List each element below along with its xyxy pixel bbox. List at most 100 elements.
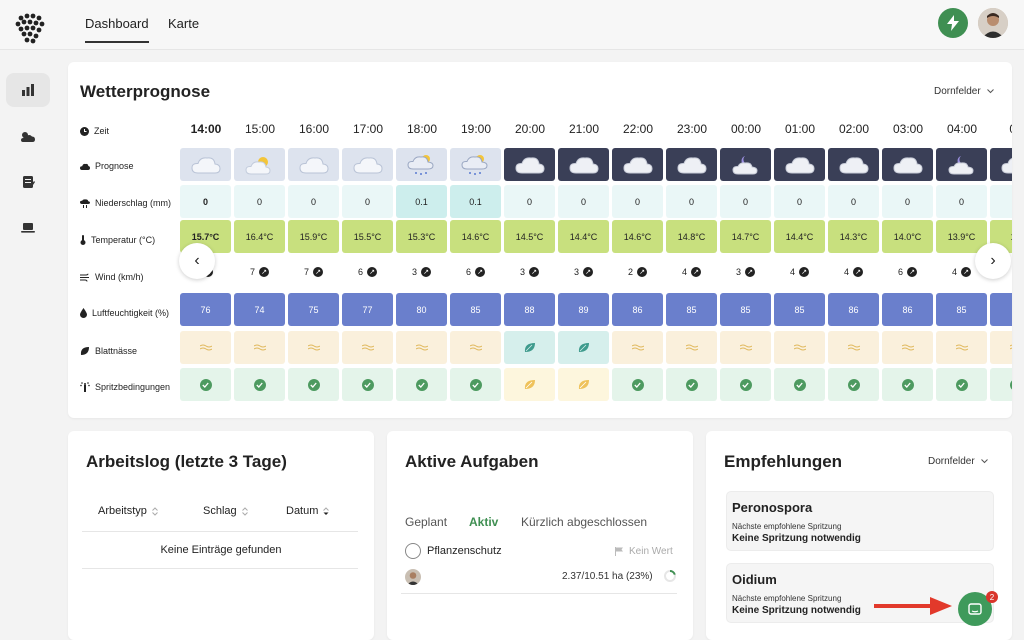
bolt-button[interactable] (938, 8, 968, 38)
temperature-cell: 15.3°C (396, 220, 447, 253)
user-avatar[interactable] (978, 8, 1008, 38)
dry-leaf-icon (685, 344, 698, 350)
row-label-leaf: Blattnässe (80, 346, 137, 356)
spray-condition-cell (774, 368, 825, 401)
recs-vineyard-select[interactable]: Dornfelder (928, 456, 988, 467)
task-checkbox[interactable] (405, 543, 421, 559)
table-divider (82, 568, 358, 569)
temperature-cell: 16.4°C (234, 220, 285, 253)
task-assignee-avatar (405, 569, 421, 585)
dry-leaf-icon (307, 344, 320, 350)
rain-cloud-icon (460, 154, 488, 175)
night-cloud-icon (676, 156, 707, 173)
temperature-cell: 14.3°C (828, 220, 879, 253)
rec-name: Oidium (732, 572, 777, 587)
spray-condition-cell (234, 368, 285, 401)
wind-direction-icon: ↗ (529, 266, 539, 277)
spray-condition-cell (666, 368, 717, 401)
scroll-right-button[interactable]: › (975, 243, 1011, 279)
check-icon (1009, 378, 1012, 391)
sidebar-item-worklog[interactable] (6, 165, 50, 199)
tab-dashboard[interactable]: Dashboard (85, 16, 149, 43)
column-header-type[interactable]: Arbeitstyp (98, 505, 158, 517)
recommendation-oidium[interactable]: Oidium Nächste empfohlene Spritzung Kein… (726, 563, 994, 623)
spray-condition-cell (990, 368, 1012, 401)
row-label-time: Zeit (80, 126, 109, 136)
column-type-label: Arbeitstyp (98, 505, 147, 517)
hour-label: 02:00 (838, 122, 870, 136)
temperature-cell: 14.5°C (504, 220, 555, 253)
spray-condition-cell (450, 368, 501, 401)
rain-cell: 0 (342, 185, 393, 218)
wind-speed: 3 (411, 266, 417, 277)
forecast-cell (558, 148, 609, 181)
chat-badge: 2 (986, 591, 998, 603)
sidebar-item-dashboard[interactable] (6, 73, 50, 107)
tab-active[interactable]: Aktiv (469, 515, 499, 529)
task-name[interactable]: Pflanzenschutz (427, 545, 502, 557)
column-header-date[interactable]: Datum (286, 505, 330, 517)
dry-leaf-icon (253, 344, 266, 350)
dry-leaf-icon (847, 344, 860, 350)
wind-cell: 4 ↗ (666, 255, 717, 288)
label-time: Zeit (94, 126, 110, 136)
rain-cell: 0 (234, 185, 285, 218)
check-icon (685, 378, 698, 391)
task-flag[interactable]: Kein Wert (615, 546, 673, 557)
humidity-cell: 86 (612, 293, 663, 326)
check-icon (739, 378, 752, 391)
rec-value: Keine Spritzung notwendig (732, 533, 861, 544)
flag-icon (615, 547, 623, 556)
wind-cell: 4 ↗ (936, 255, 987, 288)
rec-sub: Nächste empfohlene Spritzung (732, 594, 842, 603)
leaf-wetness-cell (180, 331, 231, 364)
wind-direction-icon: ↗ (637, 266, 647, 277)
sidebar (0, 50, 58, 640)
recommendation-peronospora[interactable]: Peronospora Nächste empfohlene Spritzung… (726, 491, 994, 551)
wind-direction-icon: ↗ (583, 266, 593, 277)
forecast-vineyard-select[interactable]: Dornfelder (934, 86, 994, 97)
annotation-arrow-icon (874, 597, 952, 615)
column-header-field[interactable]: Schlag (203, 505, 248, 517)
scroll-left-button[interactable]: ‹ (179, 243, 215, 279)
humidity-cell: 85 (450, 293, 501, 326)
rain-cell: 0 (774, 185, 825, 218)
forecast-cell (666, 148, 717, 181)
logo-icon[interactable] (12, 11, 46, 45)
hour-label: 20:00 (514, 122, 546, 136)
chat-icon (968, 602, 982, 615)
cloud-icon (80, 163, 90, 170)
humidity-cell: 88 (504, 293, 555, 326)
rain-cell: 0 (666, 185, 717, 218)
wind-cell: 2 ↗ (612, 255, 663, 288)
wind-speed: 4 (789, 266, 795, 277)
wind-direction-icon: ↗ (961, 266, 971, 277)
temperature-cell: 14.7°C (720, 220, 771, 253)
tasks-title: Aktive Aufgaben (405, 452, 539, 471)
dry-leaf-icon (1009, 344, 1012, 349)
sidebar-item-weather[interactable] (6, 120, 50, 154)
bolt-icon (947, 15, 959, 31)
forecast-cell (990, 148, 1012, 181)
spray-condition-cell (180, 368, 231, 401)
hour-label: 14:00 (190, 122, 222, 136)
forecast-cell (774, 148, 825, 181)
check-icon (199, 378, 212, 391)
hour-label: 21:00 (568, 122, 600, 136)
cloudy-icon (298, 156, 329, 173)
leaf-wetness-cell (720, 331, 771, 364)
tab-planned[interactable]: Geplant (405, 515, 448, 529)
rain-cell: 0.1 (396, 185, 447, 218)
wind-speed: 6 (897, 266, 903, 277)
spray-condition-cell (936, 368, 987, 401)
row-label-rain: Niederschlag (mm) (80, 198, 171, 208)
temperature-cell: 13.9°C (936, 220, 987, 253)
rain-cell: 0 (180, 185, 231, 218)
label-temp: Temperatur (°C) (91, 235, 156, 245)
wind-speed: 3 (573, 266, 579, 277)
partly-sunny-icon (244, 156, 271, 174)
tab-karte[interactable]: Karte (168, 16, 200, 31)
sidebar-item-devices[interactable] (6, 210, 50, 244)
check-icon (469, 378, 482, 391)
tab-recently-completed[interactable]: Kürzlich abgeschlossen (521, 515, 648, 529)
